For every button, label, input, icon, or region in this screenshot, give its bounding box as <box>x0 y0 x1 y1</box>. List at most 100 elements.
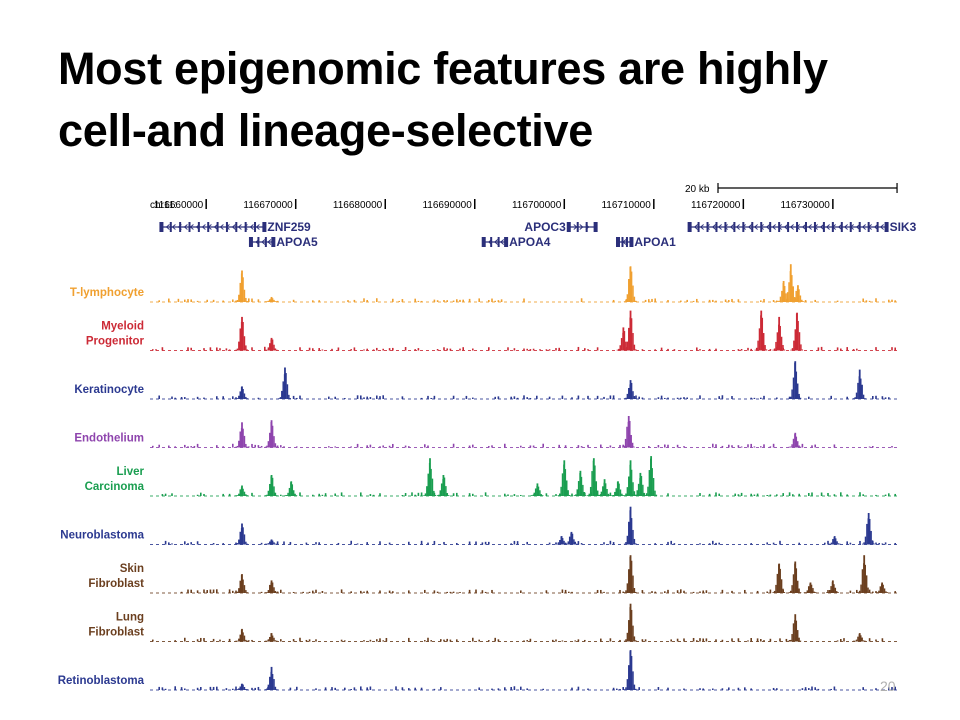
noise-mark <box>728 300 730 302</box>
peak-bar <box>633 588 636 593</box>
peak-bar <box>866 523 868 545</box>
peak-bar <box>632 529 634 545</box>
peak-summit <box>629 555 632 593</box>
peak-bar <box>236 495 239 496</box>
ruler-tick-label: 116690000 <box>422 200 472 211</box>
noise-mark <box>219 639 221 642</box>
noise-mark <box>539 349 541 351</box>
peak-bar <box>630 271 633 302</box>
peak-bar <box>264 495 267 496</box>
noise-mark <box>577 346 580 351</box>
peak-bar <box>635 591 637 593</box>
peak-bar <box>625 687 627 690</box>
noise-mark <box>769 446 772 448</box>
peak-bar <box>795 290 797 302</box>
noise-mark <box>769 589 772 593</box>
noise-mark <box>619 688 621 690</box>
noise-mark <box>875 688 877 690</box>
noise-mark <box>248 298 250 302</box>
peak-bar <box>830 586 832 593</box>
signal-peak <box>623 460 637 496</box>
noise-mark <box>187 299 189 302</box>
noise-mark <box>584 348 586 351</box>
noise-mark <box>420 540 423 545</box>
strand-chevron <box>831 224 836 230</box>
noise-mark <box>516 541 519 545</box>
peak-summit <box>241 574 243 593</box>
noise-mark <box>811 492 813 496</box>
noise-mark <box>232 299 234 302</box>
strand-chevron <box>729 224 734 230</box>
noise-mark <box>616 688 618 690</box>
peak-bar <box>795 436 798 448</box>
peak-bar <box>273 299 275 302</box>
peak-summit <box>442 475 445 496</box>
peak-bar <box>789 590 792 593</box>
strand-chevron <box>807 224 812 230</box>
peak-bar <box>854 397 856 399</box>
noise-mark <box>168 445 170 448</box>
noise-mark <box>353 687 356 690</box>
noise-mark <box>568 591 570 593</box>
peak-bar <box>625 299 627 302</box>
noise-mark <box>408 446 410 448</box>
noise-mark <box>382 395 384 399</box>
noise-mark <box>299 492 301 496</box>
noise-mark <box>779 540 781 545</box>
peak-bar <box>765 349 768 351</box>
noise-mark <box>523 640 525 642</box>
strand-chevron <box>585 224 590 230</box>
noise-mark <box>817 347 820 351</box>
peak-bar <box>632 671 634 690</box>
peak-bar <box>857 636 859 642</box>
peak-bar <box>534 488 537 496</box>
peak-bar <box>645 493 648 496</box>
noise-mark <box>177 298 180 302</box>
noise-mark <box>260 542 263 545</box>
noise-mark <box>747 640 749 642</box>
noise-mark <box>760 300 762 302</box>
signal-peak <box>623 603 637 642</box>
noise-mark <box>712 443 714 448</box>
noise-mark <box>443 639 445 642</box>
noise-mark <box>868 589 871 593</box>
noise-mark <box>164 540 167 545</box>
noise-mark <box>216 396 218 399</box>
strand-chevron <box>267 239 272 245</box>
peak-bar <box>446 493 449 496</box>
noise-mark <box>619 639 621 642</box>
peak-bar <box>628 521 630 545</box>
peak-bar <box>788 446 791 448</box>
peak-bar <box>242 428 244 448</box>
peak-summit <box>270 633 273 642</box>
signal-peak <box>622 416 635 448</box>
peak-bar <box>630 518 633 545</box>
peak-summit <box>560 536 563 545</box>
peak-bar <box>626 632 629 642</box>
peak-bar <box>860 635 862 642</box>
peak-bar <box>243 585 246 593</box>
noise-mark <box>376 347 378 351</box>
ruler-tick-label: 116670000 <box>243 200 293 211</box>
peak-summit <box>858 633 861 642</box>
noise-mark <box>580 298 583 302</box>
signal-peak <box>644 456 658 496</box>
noise-mark <box>222 446 224 448</box>
peak-bar <box>242 488 244 496</box>
peak-bar <box>798 637 800 642</box>
noise-mark <box>657 445 660 448</box>
noise-mark <box>644 639 647 642</box>
noise-mark <box>564 589 567 593</box>
noise-mark <box>638 687 640 690</box>
noise-mark <box>184 299 186 302</box>
noise-mark <box>235 397 237 399</box>
peak-bar <box>833 584 835 593</box>
noise-mark <box>577 686 580 690</box>
noise-mark <box>382 348 384 351</box>
noise-mark <box>356 395 359 399</box>
peak-bar <box>288 487 291 496</box>
noise-mark <box>638 396 640 399</box>
noise-mark <box>619 444 621 448</box>
gene-label: SIK3 <box>890 220 917 234</box>
peak-bar <box>864 640 866 642</box>
